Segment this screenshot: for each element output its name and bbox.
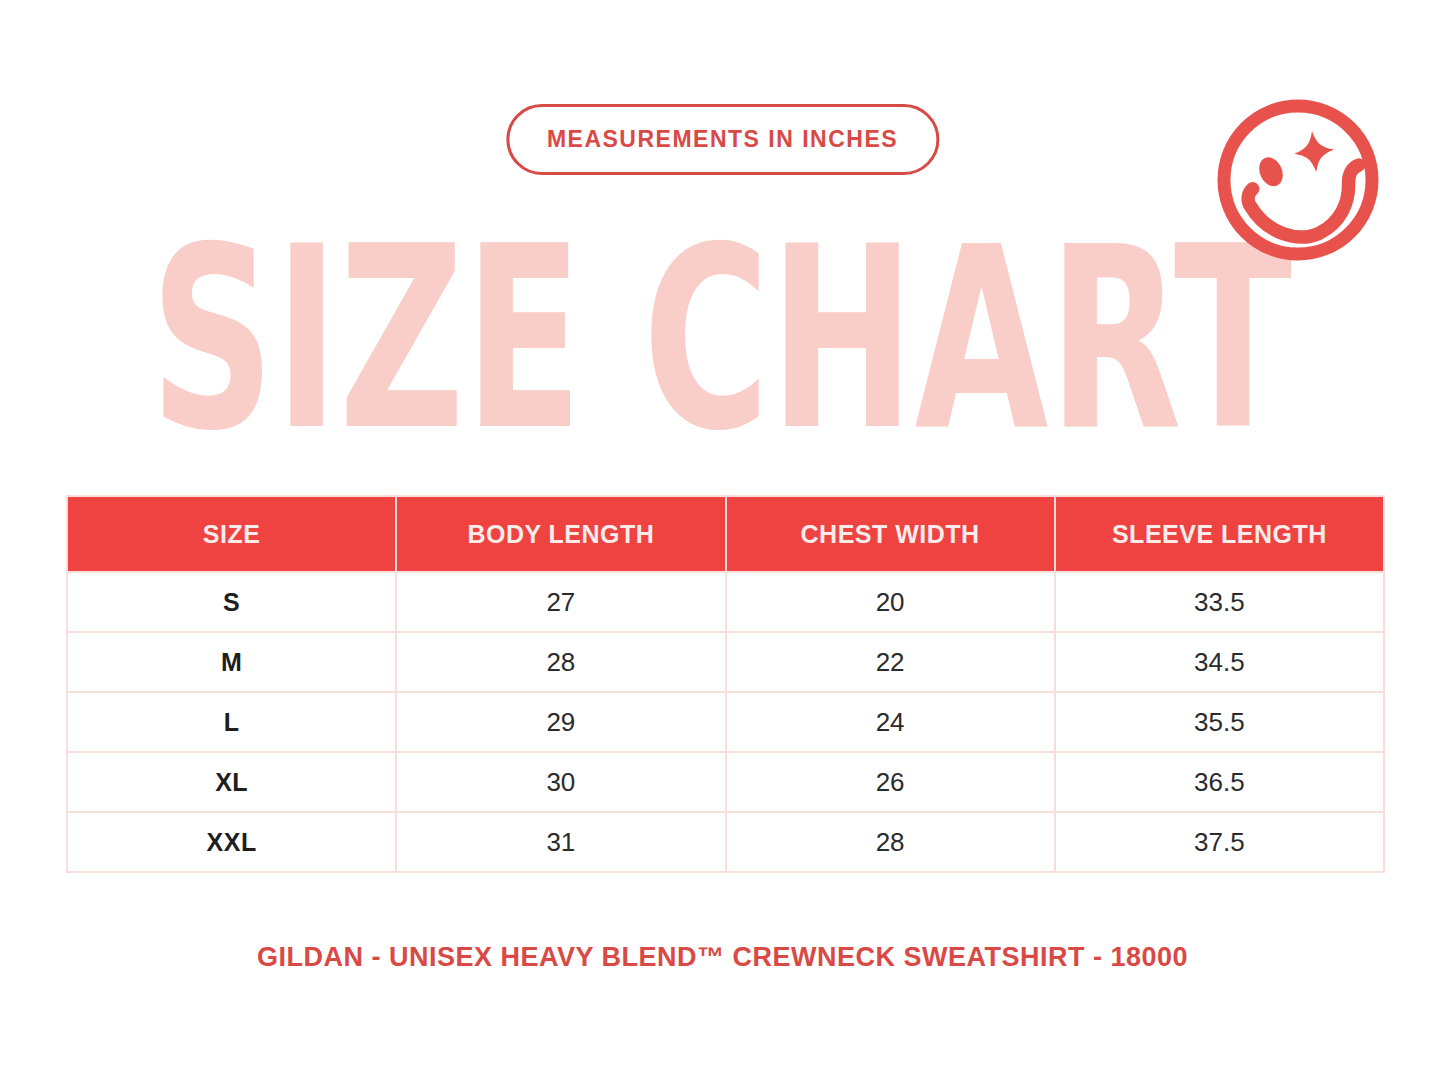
value-cell: 27 bbox=[396, 572, 725, 632]
size-cell: L bbox=[67, 692, 396, 752]
size-table-head: SIZEBODY LENGTHCHEST WIDTHSLEEVE LENGTH bbox=[67, 496, 1384, 572]
value-cell: 35.5 bbox=[1055, 692, 1384, 752]
product-caption: GILDAN - UNISEX HEAVY BLEND™ CREWNECK SW… bbox=[0, 942, 1445, 973]
header-cell: SIZE bbox=[67, 496, 396, 572]
page-title-text: SIZE CHART bbox=[150, 235, 1292, 435]
value-cell: 31 bbox=[396, 812, 725, 872]
page-title: SIZE CHART bbox=[148, 235, 1295, 435]
table-row: L292435.5 bbox=[67, 692, 1384, 752]
value-cell: 36.5 bbox=[1055, 752, 1384, 812]
value-cell: 28 bbox=[396, 632, 725, 692]
size-table: SIZEBODY LENGTHCHEST WIDTHSLEEVE LENGTH … bbox=[66, 495, 1385, 873]
value-cell: 29 bbox=[396, 692, 725, 752]
size-cell: S bbox=[67, 572, 396, 632]
measurements-badge: MEASUREMENTS IN INCHES bbox=[506, 104, 939, 175]
size-cell: M bbox=[67, 632, 396, 692]
measurements-badge-label: MEASUREMENTS IN INCHES bbox=[547, 126, 898, 153]
size-cell: XXL bbox=[67, 812, 396, 872]
size-cell: XL bbox=[67, 752, 396, 812]
value-cell: 37.5 bbox=[1055, 812, 1384, 872]
size-chart-graphic: MEASUREMENTS IN INCHES SIZE CHART SIZEBO… bbox=[0, 0, 1445, 1084]
table-row: M282234.5 bbox=[67, 632, 1384, 692]
size-table-header-row: SIZEBODY LENGTHCHEST WIDTHSLEEVE LENGTH bbox=[67, 496, 1384, 572]
table-row: S272033.5 bbox=[67, 572, 1384, 632]
value-cell: 22 bbox=[726, 632, 1055, 692]
value-cell: 34.5 bbox=[1055, 632, 1384, 692]
header-cell: CHEST WIDTH bbox=[726, 496, 1055, 572]
value-cell: 24 bbox=[726, 692, 1055, 752]
table-row: XL302636.5 bbox=[67, 752, 1384, 812]
winking-smiley-icon bbox=[1210, 92, 1386, 268]
value-cell: 20 bbox=[726, 572, 1055, 632]
value-cell: 30 bbox=[396, 752, 725, 812]
size-table-body: S272033.5M282234.5L292435.5XL302636.5XXL… bbox=[67, 572, 1384, 872]
header-cell: SLEEVE LENGTH bbox=[1055, 496, 1384, 572]
value-cell: 28 bbox=[726, 812, 1055, 872]
value-cell: 33.5 bbox=[1055, 572, 1384, 632]
table-row: XXL312837.5 bbox=[67, 812, 1384, 872]
header-cell: BODY LENGTH bbox=[396, 496, 725, 572]
value-cell: 26 bbox=[726, 752, 1055, 812]
